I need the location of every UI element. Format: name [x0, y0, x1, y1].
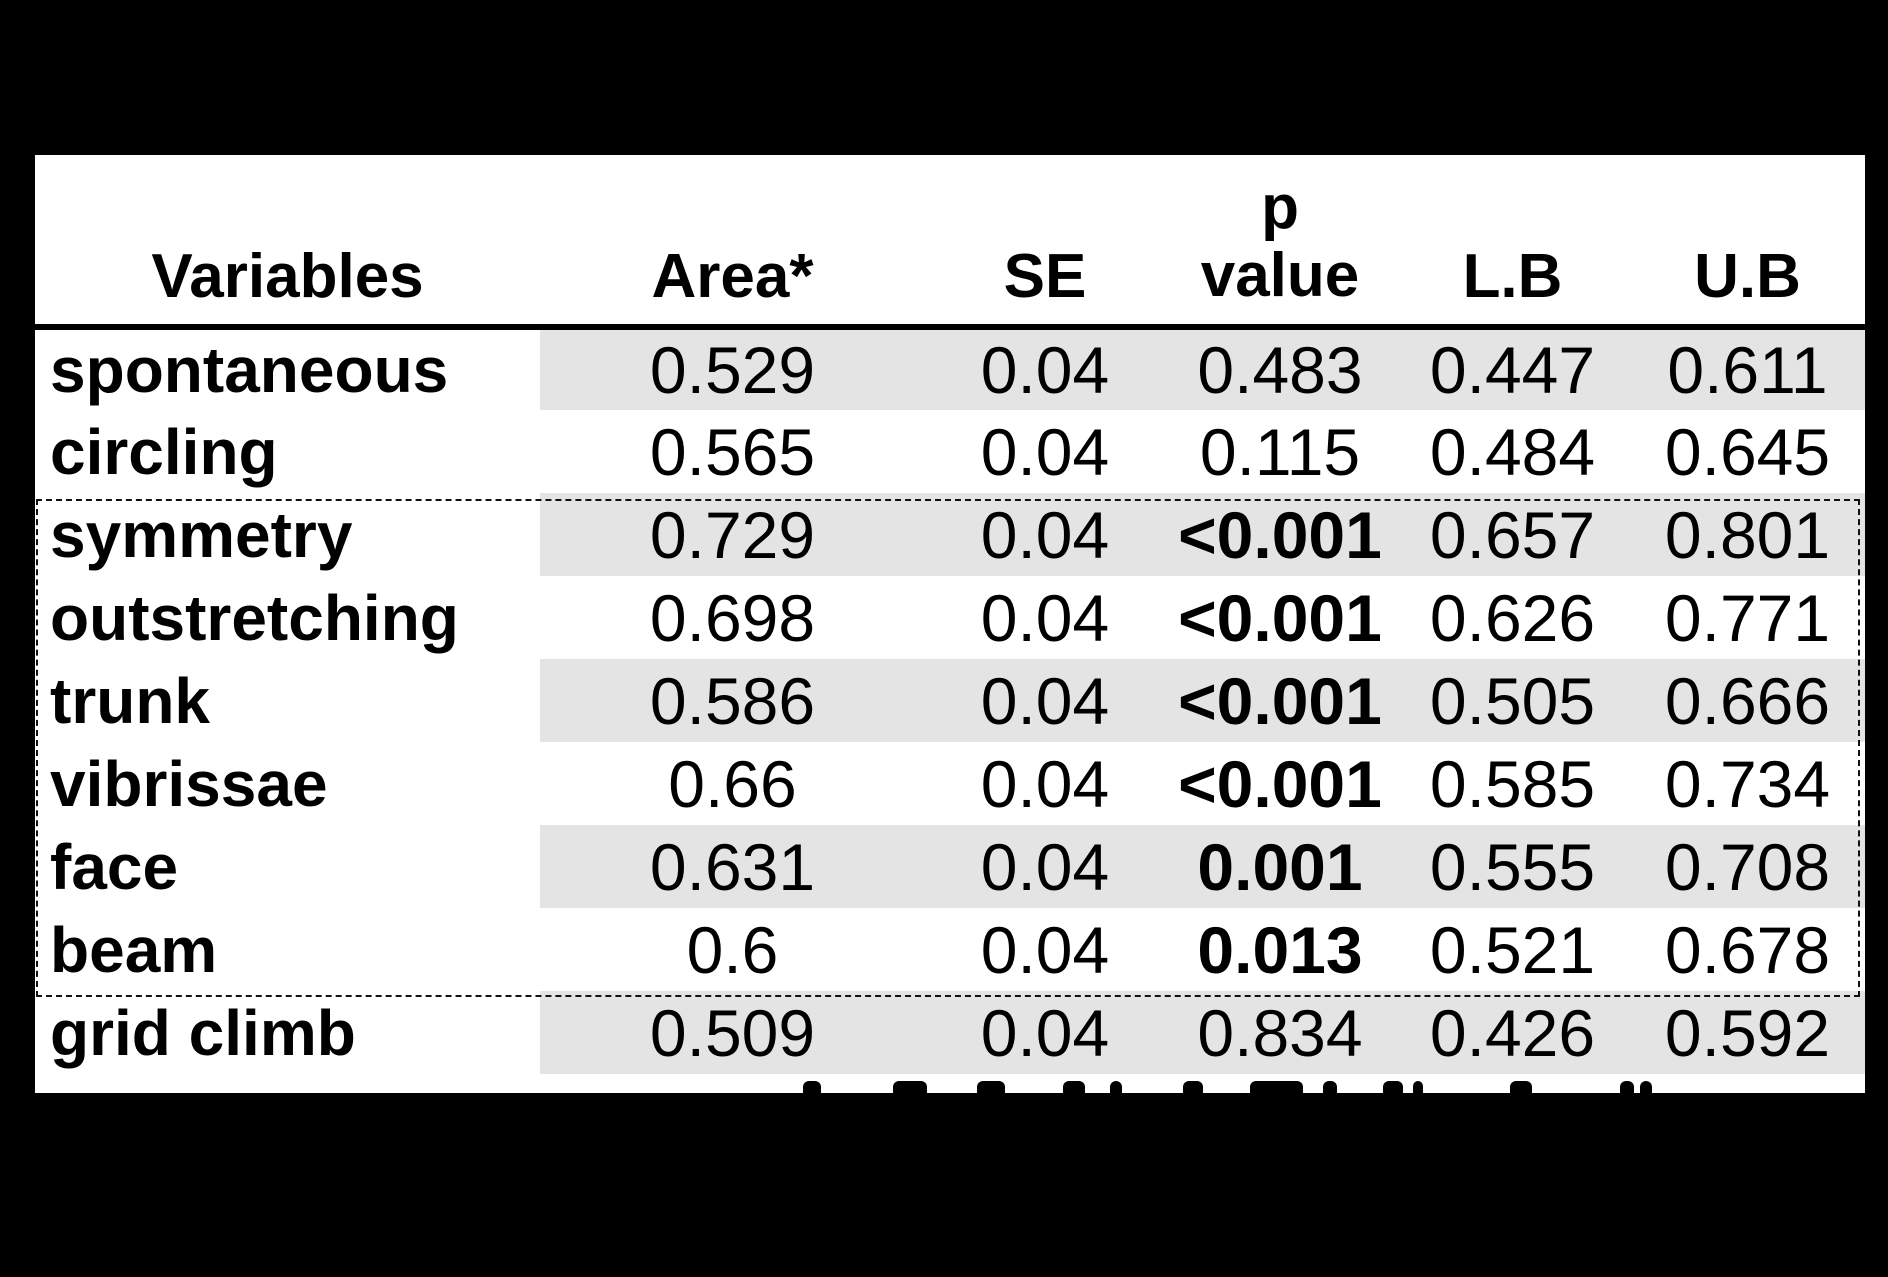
- clipped-glyph-top: [1413, 1081, 1423, 1093]
- clipped-glyph-top: [1640, 1081, 1652, 1093]
- p-value-cell: <0.001: [1165, 576, 1395, 659]
- area-cell: 0.529: [540, 327, 925, 410]
- lower-bound-cell: 0.447: [1395, 327, 1630, 410]
- auc-results-table: Variables Area* SE p value L.B U.B spont…: [35, 155, 1865, 1074]
- clipped-glyph-top: [893, 1081, 927, 1093]
- clipped-glyph-top: [1063, 1081, 1085, 1093]
- se-cell: 0.04: [925, 991, 1165, 1074]
- se-cell: 0.04: [925, 576, 1165, 659]
- upper-bound-cell: 0.645: [1630, 410, 1865, 493]
- se-cell: 0.04: [925, 659, 1165, 742]
- clipped-glyph-top: [1183, 1081, 1203, 1093]
- variable-cell: trunk: [35, 659, 540, 742]
- header-lb: L.B: [1395, 155, 1630, 327]
- upper-bound-cell: 0.611: [1630, 327, 1865, 410]
- upper-bound-cell: 0.734: [1630, 742, 1865, 825]
- se-cell: 0.04: [925, 908, 1165, 991]
- area-cell: 0.631: [540, 825, 925, 908]
- table-row: vibrissae 0.66 0.04 <0.001 0.585 0.734: [35, 742, 1865, 825]
- area-cell: 0.586: [540, 659, 925, 742]
- clipped-glyph-top: [1323, 1081, 1337, 1093]
- p-value-cell: <0.001: [1165, 742, 1395, 825]
- header-p-line1: p: [1261, 173, 1299, 242]
- upper-bound-cell: 0.666: [1630, 659, 1865, 742]
- p-value-cell: <0.001: [1165, 493, 1395, 576]
- upper-bound-cell: 0.708: [1630, 825, 1865, 908]
- clipped-glyph-top: [1383, 1081, 1403, 1093]
- p-value-cell: 0.001: [1165, 825, 1395, 908]
- clipped-glyph-top: [1620, 1081, 1634, 1093]
- variable-cell: beam: [35, 908, 540, 991]
- header-area: Area*: [540, 155, 925, 327]
- table-row: trunk 0.586 0.04 <0.001 0.505 0.666: [35, 659, 1865, 742]
- p-value-cell: 0.013: [1165, 908, 1395, 991]
- header-se: SE: [925, 155, 1165, 327]
- p-value-cell: 0.483: [1165, 327, 1395, 410]
- area-cell: 0.565: [540, 410, 925, 493]
- table-row: face 0.631 0.04 0.001 0.555 0.708: [35, 825, 1865, 908]
- variable-cell: circling: [35, 410, 540, 493]
- se-cell: 0.04: [925, 825, 1165, 908]
- header-variables: Variables: [35, 155, 540, 327]
- area-cell: 0.698: [540, 576, 925, 659]
- clipped-glyph-top: [1250, 1081, 1303, 1093]
- upper-bound-cell: 0.771: [1630, 576, 1865, 659]
- clipped-glyph-top: [977, 1081, 1005, 1093]
- clipped-glyph-top: [803, 1081, 821, 1093]
- variable-cell: grid climb: [35, 991, 540, 1074]
- upper-bound-cell: 0.678: [1630, 908, 1865, 991]
- clipped-glyph-top: [1110, 1081, 1122, 1093]
- lower-bound-cell: 0.505: [1395, 659, 1630, 742]
- se-cell: 0.04: [925, 410, 1165, 493]
- stats-table: Variables Area* SE p value L.B U.B spont…: [35, 155, 1865, 1093]
- variable-cell: vibrissae: [35, 742, 540, 825]
- area-cell: 0.729: [540, 493, 925, 576]
- p-value-cell: 0.115: [1165, 410, 1395, 493]
- area-cell: 0.509: [540, 991, 925, 1074]
- p-value-cell: <0.001: [1165, 659, 1395, 742]
- table-row: circling 0.565 0.04 0.115 0.484 0.645: [35, 410, 1865, 493]
- lower-bound-cell: 0.555: [1395, 825, 1630, 908]
- lower-bound-cell: 0.521: [1395, 908, 1630, 991]
- table-row: grid climb 0.509 0.04 0.834 0.426 0.592: [35, 991, 1865, 1074]
- table-row: spontaneous 0.529 0.04 0.483 0.447 0.611: [35, 327, 1865, 410]
- table-body: spontaneous 0.529 0.04 0.483 0.447 0.611…: [35, 327, 1865, 1074]
- header-p-value: p value: [1165, 155, 1395, 327]
- lower-bound-cell: 0.484: [1395, 410, 1630, 493]
- variable-cell: outstretching: [35, 576, 540, 659]
- variable-cell: spontaneous: [35, 327, 540, 410]
- variable-cell: symmetry: [35, 493, 540, 576]
- lower-bound-cell: 0.426: [1395, 991, 1630, 1074]
- upper-bound-cell: 0.592: [1630, 991, 1865, 1074]
- header-row: Variables Area* SE p value L.B U.B: [35, 155, 1865, 327]
- upper-bound-cell: 0.801: [1630, 493, 1865, 576]
- header-ub: U.B: [1630, 155, 1865, 327]
- lower-bound-cell: 0.657: [1395, 493, 1630, 576]
- table-row: beam 0.6 0.04 0.013 0.521 0.678: [35, 908, 1865, 991]
- table-row: outstretching 0.698 0.04 <0.001 0.626 0.…: [35, 576, 1865, 659]
- lower-bound-cell: 0.585: [1395, 742, 1630, 825]
- se-cell: 0.04: [925, 493, 1165, 576]
- variable-cell: face: [35, 825, 540, 908]
- p-value-cell: 0.834: [1165, 991, 1395, 1074]
- header-p-line2: value: [1200, 241, 1360, 310]
- area-cell: 0.66: [540, 742, 925, 825]
- area-cell: 0.6: [540, 908, 925, 991]
- lower-bound-cell: 0.626: [1395, 576, 1630, 659]
- se-cell: 0.04: [925, 742, 1165, 825]
- table-row: symmetry 0.729 0.04 <0.001 0.657 0.801: [35, 493, 1865, 576]
- se-cell: 0.04: [925, 327, 1165, 410]
- clipped-glyph-top: [1510, 1081, 1532, 1093]
